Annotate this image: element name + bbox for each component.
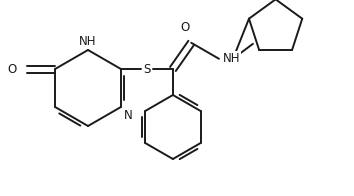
Text: N: N <box>124 109 133 122</box>
Text: S: S <box>143 63 150 75</box>
Text: NH: NH <box>79 35 97 48</box>
Text: O: O <box>8 63 17 75</box>
Text: NH: NH <box>223 52 240 65</box>
Text: O: O <box>180 21 189 34</box>
